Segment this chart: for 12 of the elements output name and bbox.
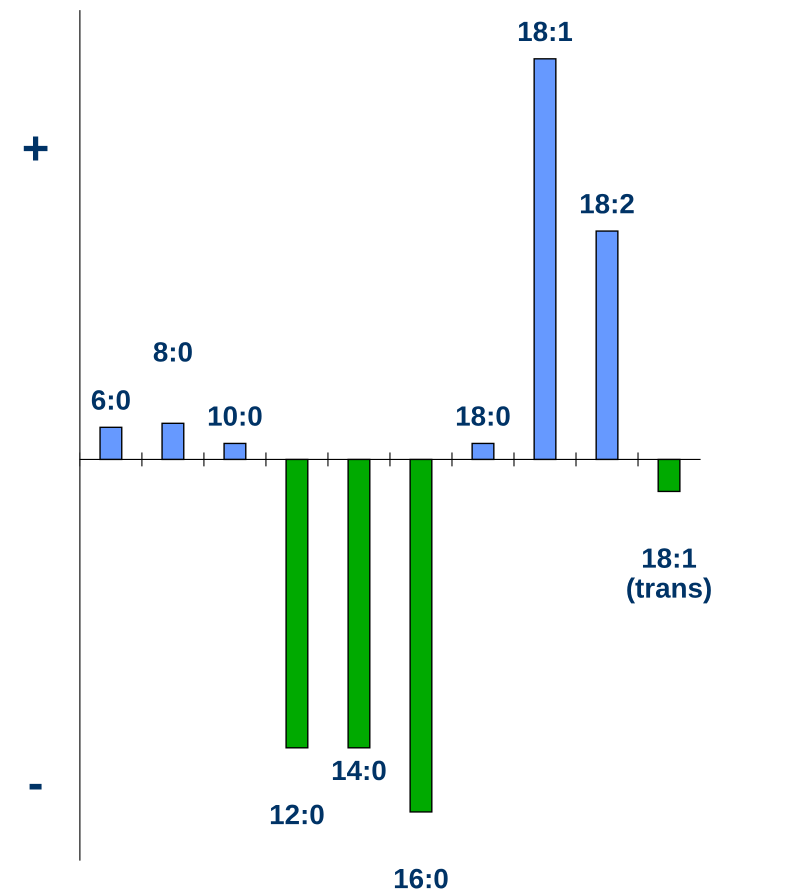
x-tick-label: 8:0 [154, 342, 192, 362]
x-tick-label: 18:1 [518, 22, 572, 42]
text: - [30, 784, 42, 790]
x-tick-label: 6:0 [92, 390, 130, 410]
x-tick-label: 18:2 [580, 194, 634, 214]
text: + [24, 136, 48, 160]
x-tick-label: 16:0 [394, 868, 448, 888]
x-tick-label: 14:0 [332, 760, 386, 780]
x-tick-label: 18:1 (trans) [627, 548, 711, 604]
x-tick-label: 18:0 [456, 406, 510, 426]
x-tick-label: 10:0 [208, 406, 262, 426]
x-tick-label: 12:0 [270, 804, 324, 824]
